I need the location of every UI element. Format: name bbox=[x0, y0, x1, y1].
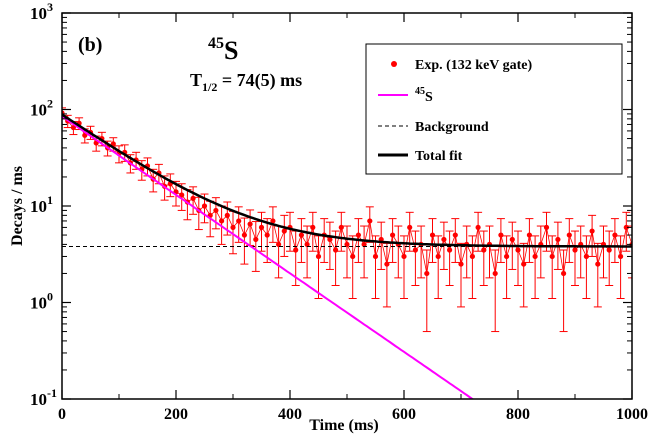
nuclide-element: S bbox=[224, 36, 238, 65]
legend-box bbox=[365, 43, 623, 175]
y-tick-label: 101 bbox=[30, 193, 53, 216]
legend-s45-sup: 45 bbox=[415, 86, 425, 97]
legend-label-s45: 45S bbox=[415, 86, 433, 105]
y-tick-base: 10 bbox=[30, 4, 47, 23]
x-tick-label: 0 bbox=[58, 406, 66, 423]
y-tick-base: 10 bbox=[30, 197, 47, 216]
x-tick-label: 800 bbox=[506, 406, 530, 423]
s45-decay-curve bbox=[62, 115, 475, 399]
experiment-series bbox=[62, 107, 632, 333]
y-tick-exponent: -1 bbox=[47, 386, 57, 400]
x-tick-label: 200 bbox=[164, 406, 188, 423]
x-tick-label: 400 bbox=[278, 406, 302, 423]
y-tick-exponent: 2 bbox=[47, 97, 53, 111]
legend-s45-element: S bbox=[425, 90, 433, 105]
legend-marker-experiment bbox=[391, 61, 397, 67]
series-layer bbox=[62, 107, 632, 399]
x-tick-label: 1000 bbox=[616, 406, 648, 423]
y-tick-base: 10 bbox=[30, 101, 47, 120]
y-tick-exponent: 3 bbox=[47, 0, 53, 14]
half-life-symbol: T bbox=[190, 70, 202, 90]
y-axis-label: Decays / ms bbox=[9, 166, 26, 246]
x-tick-label: 600 bbox=[392, 406, 416, 423]
y-tick-base: 10 bbox=[30, 390, 47, 409]
legend-label-experiment: Exp. (132 keV gate) bbox=[415, 58, 533, 73]
y-tick-label: 10-1 bbox=[30, 386, 57, 409]
total-fit-curve bbox=[62, 113, 632, 248]
plot-area bbox=[61, 12, 633, 400]
legend: Exp. (132 keV gate) 45S Background Total… bbox=[365, 43, 623, 175]
legend-label-background: Background bbox=[415, 120, 489, 135]
half-life-subscript: 1/2 bbox=[202, 80, 217, 94]
y-tick-exponent: 1 bbox=[47, 193, 53, 207]
y-tick-base: 10 bbox=[30, 294, 47, 313]
half-life-value: = 74(5) ms bbox=[217, 70, 302, 91]
y-tick-label: 100 bbox=[30, 290, 53, 313]
panel-label: (b) bbox=[78, 34, 102, 56]
nuclide-mass-number: 45 bbox=[208, 35, 224, 52]
half-life-label: T1/2 = 74(5) ms bbox=[190, 70, 302, 94]
y-tick-label: 103 bbox=[30, 0, 53, 23]
nuclide-title: 45S bbox=[208, 35, 238, 65]
x-axis-label: Time (ms) bbox=[309, 417, 378, 434]
y-tick-label: 102 bbox=[30, 97, 53, 120]
legend-label-total-fit: Total fit bbox=[415, 149, 463, 164]
y-tick-exponent: 0 bbox=[47, 290, 53, 304]
